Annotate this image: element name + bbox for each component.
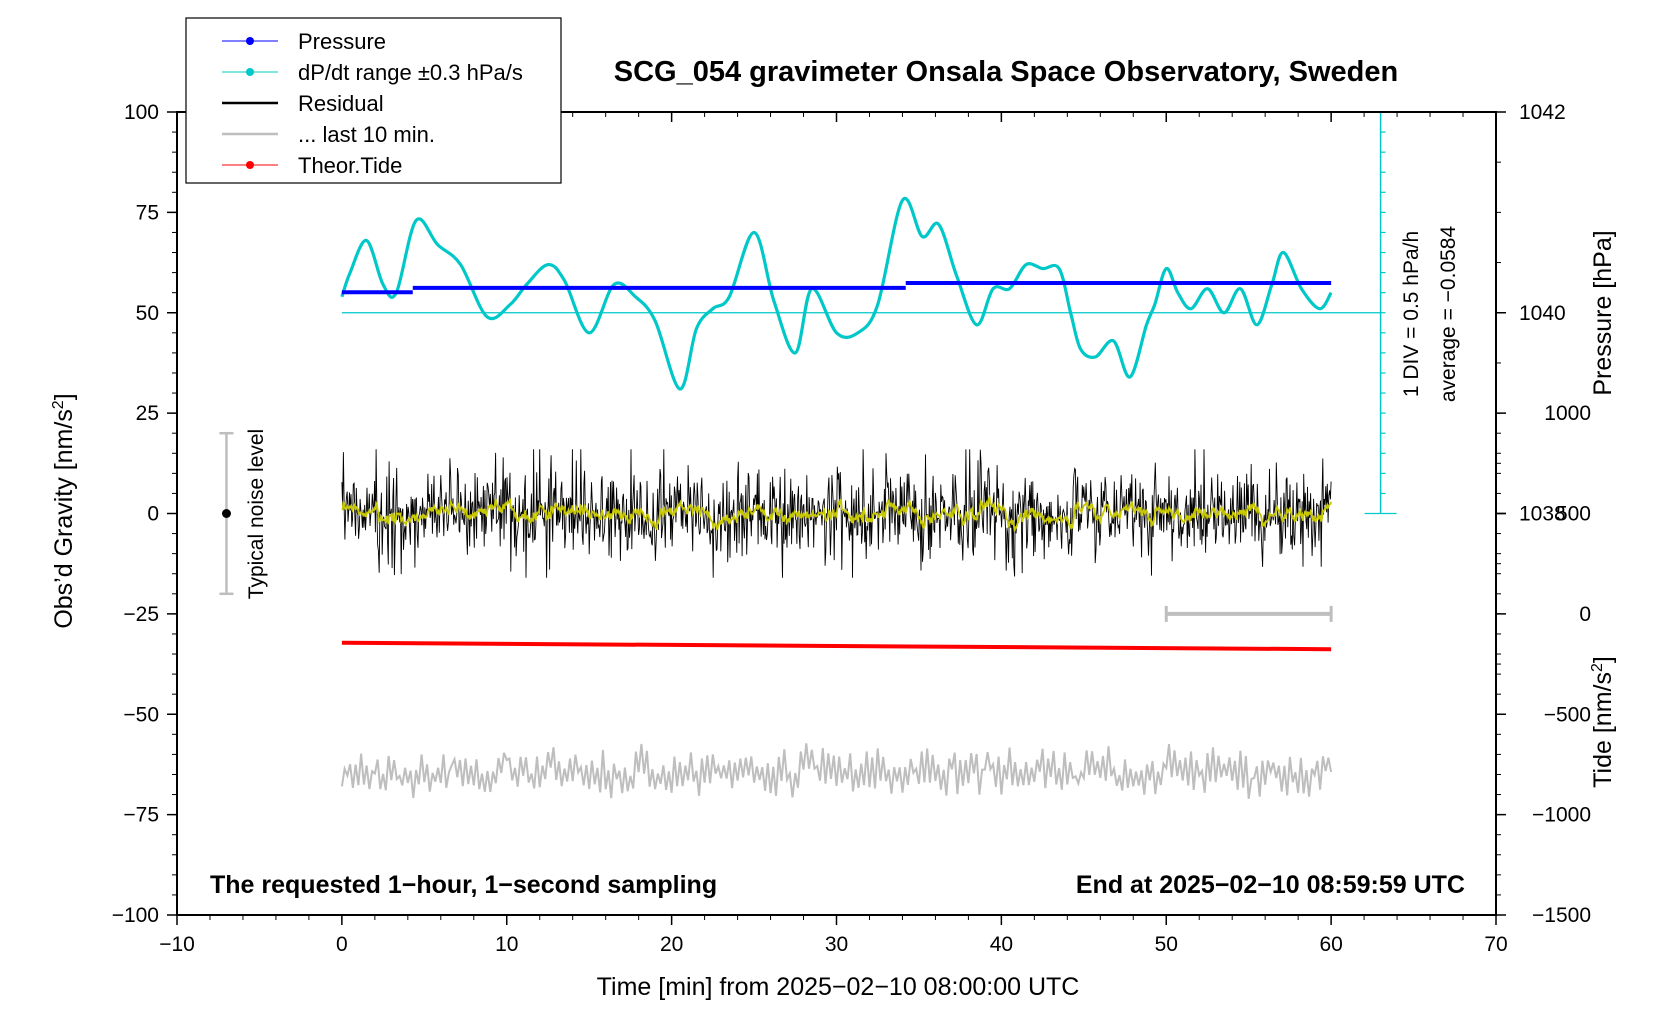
dpdt-div-label: 1 DIV = 0.5 hPa/h <box>1400 231 1423 397</box>
pressure-tick-label: 1042 <box>1519 101 1566 124</box>
pressure-tick-label: 1038 <box>1519 503 1566 526</box>
x-tick-label: 60 <box>1319 933 1342 956</box>
x-tick-label: 30 <box>825 933 848 956</box>
tide-tick-label: −1500 <box>1532 904 1591 927</box>
tide-tick-label: −500 <box>1544 703 1591 726</box>
pressure-tick-label: 1040 <box>1519 302 1566 325</box>
residual-smoothed-line <box>341 494 1332 532</box>
theor-tide-line <box>341 640 1332 652</box>
x-axis: −10 0 10 20 30 40 50 60 70 <box>159 112 1508 956</box>
x-tick-label: 70 <box>1484 933 1507 956</box>
legend-item: dP/dt range ±0.3 hPa/s <box>222 60 523 85</box>
y-tick-label: 50 <box>136 302 159 325</box>
x-tick-label: −10 <box>159 933 195 956</box>
y-axis-tide-title: Tide [nm/s2] <box>1589 656 1617 788</box>
sampling-note: The requested 1−hour, 1−second sampling <box>210 871 717 899</box>
tide-tick-label: 0 <box>1579 603 1591 626</box>
legend-label: Residual <box>298 91 384 116</box>
chart-title: SCG_054 gravimeter Onsala Space Observat… <box>614 56 1398 88</box>
y-axis-left-title: Obs’d Gravity [nm/s2] <box>50 393 78 628</box>
y-tick-label: 0 <box>147 503 159 526</box>
y-tick-label: 100 <box>124 101 159 124</box>
legend-label: Theor.Tide <box>298 153 402 178</box>
tide-tick-label: 500 <box>1556 503 1591 526</box>
noise-level-label: Typical noise level <box>245 429 268 599</box>
ten-min-bracket <box>1164 605 1333 622</box>
legend-label: Pressure <box>298 29 386 54</box>
legend-label: dP/dt range ±0.3 hPa/s <box>298 60 523 85</box>
y-axis-pressure: 1042 1040 1038 <box>1496 101 1566 665</box>
y-axis-tide: 1000 500 0 −500 −1000 −1500 <box>1496 402 1591 927</box>
x-tick-label: 10 <box>495 933 518 956</box>
legend-box <box>185 17 562 184</box>
legend-marker <box>246 37 254 45</box>
plot-area <box>219 111 1397 799</box>
legend-label: ... last 10 min. <box>298 122 435 147</box>
legend-item: Residual <box>222 91 384 116</box>
y-tick-label: −100 <box>112 904 159 927</box>
legend-marker <box>246 68 254 76</box>
legend-item: Pressure <box>222 29 386 54</box>
y-tick-label: −25 <box>123 603 159 626</box>
noise-bar-dot <box>221 509 231 518</box>
x-tick-label: 20 <box>660 933 683 956</box>
legend-marker <box>246 161 254 169</box>
dpdt-line <box>340 196 1333 391</box>
y-tick-label: 25 <box>136 402 159 425</box>
x-tick-label: 50 <box>1155 933 1178 956</box>
tide-tick-label: 1000 <box>1544 402 1591 425</box>
y-tick-label: 75 <box>136 201 159 224</box>
y-axis-pressure-title: Pressure [hPa] <box>1589 230 1617 395</box>
y-tick-label: −50 <box>123 703 159 726</box>
legend-item: Theor.Tide <box>222 153 402 178</box>
x-tick-label: 40 <box>990 933 1013 956</box>
legend: Pressure dP/dt range ±0.3 hPa/s Residual..… <box>185 17 562 184</box>
noise-level-bar <box>219 431 234 596</box>
tide-tick-label: −1000 <box>1532 804 1591 827</box>
last-10-min-line <box>340 743 1333 799</box>
dpdt-average-label: average = −0.0584 <box>1437 226 1460 403</box>
legend-item: ... last 10 min. <box>222 122 435 147</box>
y-axis-left: 100 75 50 25 0 −25 −50 −75 −100 <box>112 101 177 927</box>
y-tick-label: −75 <box>123 804 159 827</box>
x-axis-title: Time [min] from 2025−02−10 08:00:00 UTC <box>597 973 1080 1001</box>
end-time-note: End at 2025−02−10 08:59:59 UTC <box>1076 871 1465 899</box>
x-tick-label: 0 <box>336 933 348 956</box>
